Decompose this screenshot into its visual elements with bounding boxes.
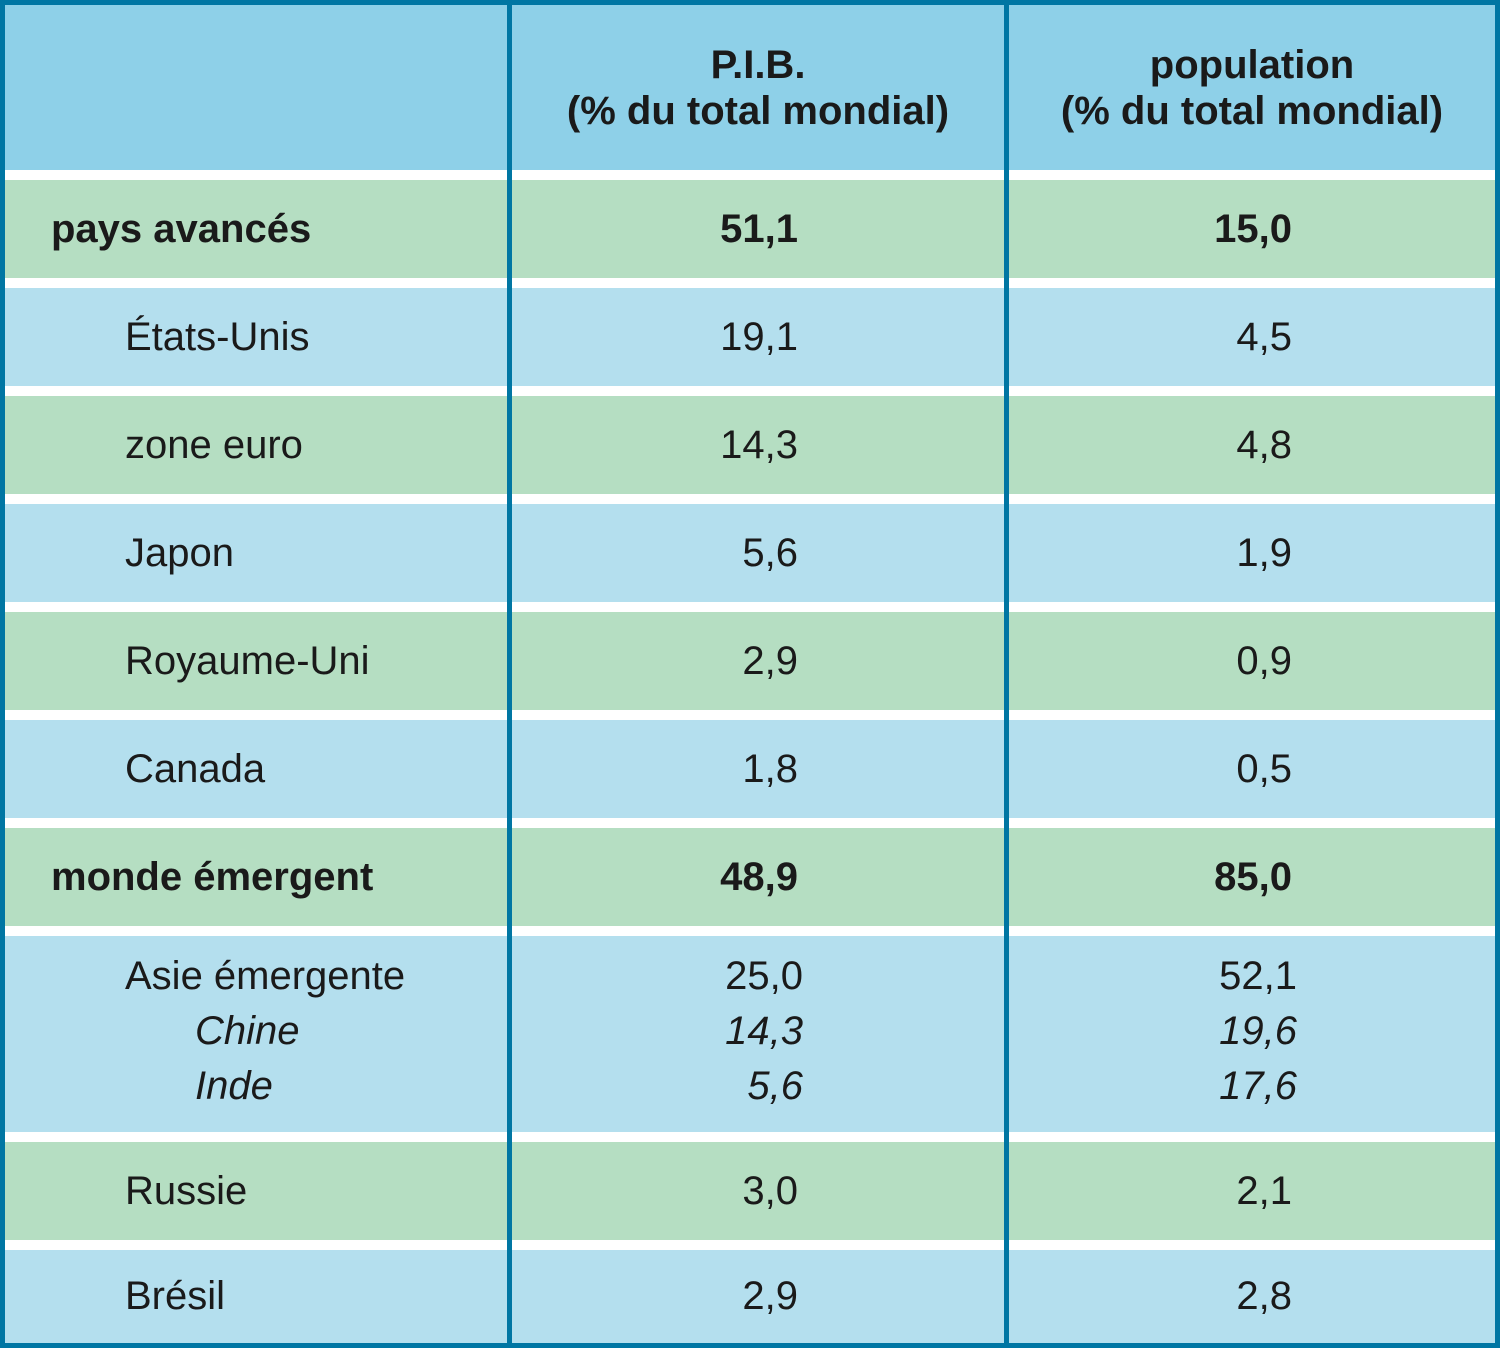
table-header-row: P.I.B. (% du total mondial) population (… [0, 0, 1500, 170]
row-gap [0, 494, 1500, 504]
cell-label: Russie [5, 1169, 507, 1214]
cell-pop: 2,8 [1212, 1274, 1292, 1319]
row-gap [0, 710, 1500, 720]
table-row: monde émergent 48,9 85,0 [0, 828, 1500, 926]
cell-label-child: Inde [5, 1064, 507, 1109]
cell-pib: 3,0 [718, 1169, 798, 1214]
table-container: P.I.B. (% du total mondial) population (… [0, 0, 1500, 1348]
cell-label: Asie émergente [5, 954, 507, 999]
cell-pib: 19,1 [718, 315, 798, 360]
cell-pib-stack: 25,0 14,3 5,6 [512, 954, 1004, 1109]
table-row: Brésil 2,9 2,8 [0, 1250, 1500, 1348]
cell-label: zone euro [5, 423, 507, 468]
row-gap [0, 278, 1500, 288]
cell-label-child: Chine [5, 1009, 507, 1054]
col-header-pop-line1: population [1150, 42, 1354, 88]
cell-pop: 4,5 [1212, 315, 1292, 360]
col-header-empty [0, 0, 507, 170]
cell-pib: 25,0 [713, 954, 803, 999]
cell-pib: 2,9 [718, 1274, 798, 1319]
cell-label: monde émergent [5, 855, 507, 900]
cell-pop: 1,9 [1212, 531, 1292, 576]
cell-pop: 2,1 [1212, 1169, 1292, 1214]
table-row: Canada 1,8 0,5 [0, 720, 1500, 818]
cell-pop: 85,0 [1212, 855, 1292, 900]
row-gap [0, 386, 1500, 396]
cell-pib: 48,9 [718, 855, 798, 900]
row-gap [0, 818, 1500, 828]
cell-pop: 52,1 [1207, 954, 1297, 999]
economic-table: P.I.B. (% du total mondial) population (… [0, 0, 1500, 1348]
row-gap [0, 1132, 1500, 1142]
cell-pop: 4,8 [1212, 423, 1292, 468]
table-row: zone euro 14,3 4,8 [0, 396, 1500, 494]
cell-pib-child: 14,3 [713, 1009, 803, 1054]
cell-pop-child: 19,6 [1207, 1009, 1297, 1054]
row-gap [0, 602, 1500, 612]
cell-pib: 1,8 [718, 747, 798, 792]
cell-label: États-Unis [5, 315, 507, 360]
cell-pib-child: 5,6 [713, 1064, 803, 1109]
cell-pib: 51,1 [718, 207, 798, 252]
row-gap [0, 170, 1500, 180]
cell-label-stack: Asie émergente Chine Inde [5, 954, 507, 1109]
cell-pop-child: 17,6 [1207, 1064, 1297, 1109]
col-header-pop: population (% du total mondial) [1004, 0, 1500, 170]
cell-label: Brésil [5, 1274, 507, 1319]
cell-label: pays avancés [5, 207, 507, 252]
cell-pop: 0,9 [1212, 639, 1292, 684]
cell-pop: 15,0 [1212, 207, 1292, 252]
table-row: Royaume-Uni 2,9 0,9 [0, 612, 1500, 710]
cell-pib: 14,3 [718, 423, 798, 468]
col-header-pib-line1: P.I.B. [711, 42, 806, 88]
cell-label: Canada [5, 747, 507, 792]
col-header-pop-line2: (% du total mondial) [1009, 88, 1495, 134]
cell-pib: 2,9 [718, 639, 798, 684]
cell-pop-stack: 52,1 19,6 17,6 [1009, 954, 1495, 1109]
cell-label: Royaume-Uni [5, 639, 507, 684]
table-row: Russie 3,0 2,1 [0, 1142, 1500, 1240]
cell-label: Japon [5, 531, 507, 576]
col-header-pib-line2: (% du total mondial) [512, 88, 1004, 134]
col-header-pib: P.I.B. (% du total mondial) [507, 0, 1004, 170]
row-gap [0, 1240, 1500, 1250]
table-row-multi: Asie émergente Chine Inde 25,0 14,3 5,6 … [0, 936, 1500, 1132]
table-row: États-Unis 19,1 4,5 [0, 288, 1500, 386]
row-gap [0, 926, 1500, 936]
cell-pop: 0,5 [1212, 747, 1292, 792]
cell-pib: 5,6 [718, 531, 798, 576]
table-row: Japon 5,6 1,9 [0, 504, 1500, 602]
table-row: pays avancés 51,1 15,0 [0, 180, 1500, 278]
